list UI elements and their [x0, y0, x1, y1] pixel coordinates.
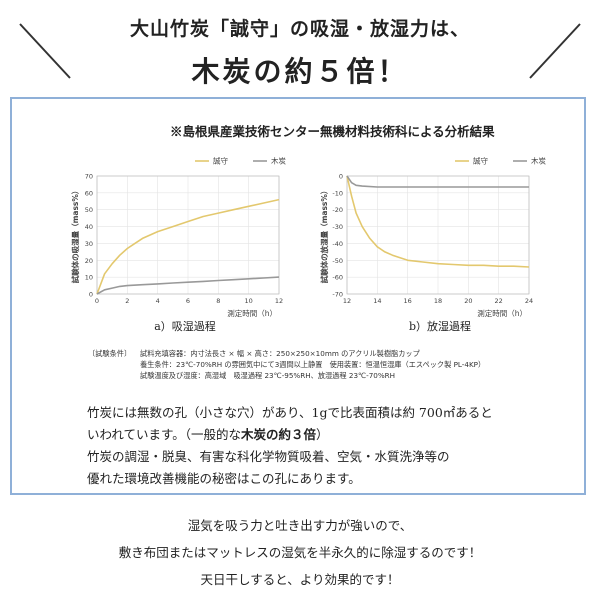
x-tick-label: 4 — [156, 297, 160, 305]
x-tick-label: 20 — [464, 297, 472, 305]
description-line: 竹炭には無数の孔（小さな穴）があり、1gで比表面積は約 700㎡あると — [87, 405, 493, 420]
x-axis-label: 測定時間（h） — [227, 308, 277, 318]
y-tick-label: 50 — [85, 206, 93, 214]
right-diagonal-line — [529, 23, 581, 79]
footer-message: 湿気を吸う力と吐き出す力が強いので、 敷き布団またはマットレスの湿気を半永久的に… — [0, 512, 600, 593]
y-tick-label: -60 — [332, 274, 343, 282]
legend-label: 木炭 — [271, 156, 286, 166]
x-tick-label: 10 — [245, 297, 253, 305]
emphasis-text: 木炭の約３倍 — [241, 427, 317, 442]
y-tick-label: -30 — [332, 223, 343, 231]
y-tick-label: -10 — [332, 189, 343, 197]
condition-row: 試料充填容器：内寸法長さ × 幅 × 高さ：250×250×10mm のアクリル… — [140, 349, 420, 358]
condition-row: 試験温度及び湿度：高湿域 吸湿過程 23℃-95%RH、放湿過程 23℃-70%… — [140, 371, 396, 380]
footer-line: 天日干しすると、より効果的です！ — [200, 572, 400, 587]
conditions-title: 〔試験条件〕 — [88, 349, 132, 358]
series-line-seishu — [346, 175, 530, 268]
x-tick-label: 14 — [373, 297, 381, 305]
y-axis-label: 試験体の吸湿量（mass%） — [70, 187, 80, 284]
description-line: 優れた環境改善機能の秘密はこの孔にあります。 — [87, 471, 361, 486]
source-note: ※島根県産業技術センター無機材料技術科による分析結果 — [170, 124, 495, 139]
left-diagonal-line — [19, 23, 71, 79]
y-tick-label: 0 — [339, 173, 343, 181]
headline: 大山竹炭「誠守」の吸湿・放湿力は、 — [129, 18, 470, 40]
series-line-mokutan — [96, 276, 280, 295]
x-tick-label: 18 — [434, 297, 442, 305]
description-line: 竹炭の調湿・脱臭、有害な科化学物質吸着、空気・水質洗浄等の — [87, 449, 450, 464]
y-tick-label: 0 — [89, 291, 93, 299]
x-axis-label: 測定時間（h） — [477, 308, 527, 318]
y-tick-label: 30 — [85, 240, 93, 248]
condition-row: 養生条件：23℃-70%RH の雰囲気中にて3週間以上静置 使用装置：恒温恒湿庫… — [140, 360, 486, 369]
headline-emphasis: 木炭の約５倍！ — [191, 55, 409, 88]
analysis-panel — [10, 97, 586, 495]
header-decoration — [19, 23, 581, 79]
footer-line: 敷き布団またはマットレスの湿気を半永久的に除湿するのです！ — [118, 545, 482, 560]
y-tick-label: -70 — [332, 291, 343, 299]
x-tick-label: 8 — [216, 297, 220, 305]
footer-line: 湿気を吸う力と吐き出す力が強いので、 — [187, 518, 413, 533]
chart-caption: b）放湿過程 — [409, 319, 471, 333]
x-tick-label: 6 — [186, 297, 190, 305]
chart-caption: a）吸湿過程 — [154, 320, 216, 333]
y-tick-label: 10 — [85, 274, 93, 282]
test-conditions: 〔試験条件〕 試料充填容器：内寸法長さ × 幅 × 高さ：250×250×10mm… — [88, 348, 485, 381]
y-tick-label: 20 — [85, 257, 93, 265]
x-tick-label: 16 — [404, 297, 412, 305]
plot-frame — [96, 175, 280, 295]
y-tick-label: 40 — [85, 223, 93, 231]
series-line-mokutan — [346, 175, 529, 188]
y-tick-label: -40 — [332, 240, 343, 248]
x-tick-label: 0 — [95, 297, 99, 305]
series-line-seishu — [96, 198, 280, 295]
x-tick-label: 24 — [525, 297, 533, 305]
x-tick-label: 12 — [275, 297, 283, 305]
y-tick-label: -50 — [332, 257, 343, 265]
x-tick-label: 2 — [125, 297, 129, 305]
x-tick-label: 22 — [495, 297, 503, 305]
description-line: いわれています。（一般的な木炭の約３倍） — [87, 427, 329, 442]
x-tick-label: 12 — [343, 297, 351, 305]
description: 竹炭には無数の孔（小さな穴）があり、1gで比表面積は約 700㎡あると いわれて… — [87, 402, 493, 490]
legend-label: 木炭 — [531, 156, 546, 166]
y-tick-label: 60 — [85, 189, 93, 197]
legend-label: 誠守 — [213, 156, 228, 166]
y-tick-label: -20 — [332, 206, 343, 214]
legend-label: 誠守 — [473, 156, 488, 166]
y-tick-label: 70 — [85, 173, 93, 181]
plot-frame — [346, 175, 530, 295]
y-axis-label: 試験体の放湿量（mass%） — [319, 187, 329, 284]
